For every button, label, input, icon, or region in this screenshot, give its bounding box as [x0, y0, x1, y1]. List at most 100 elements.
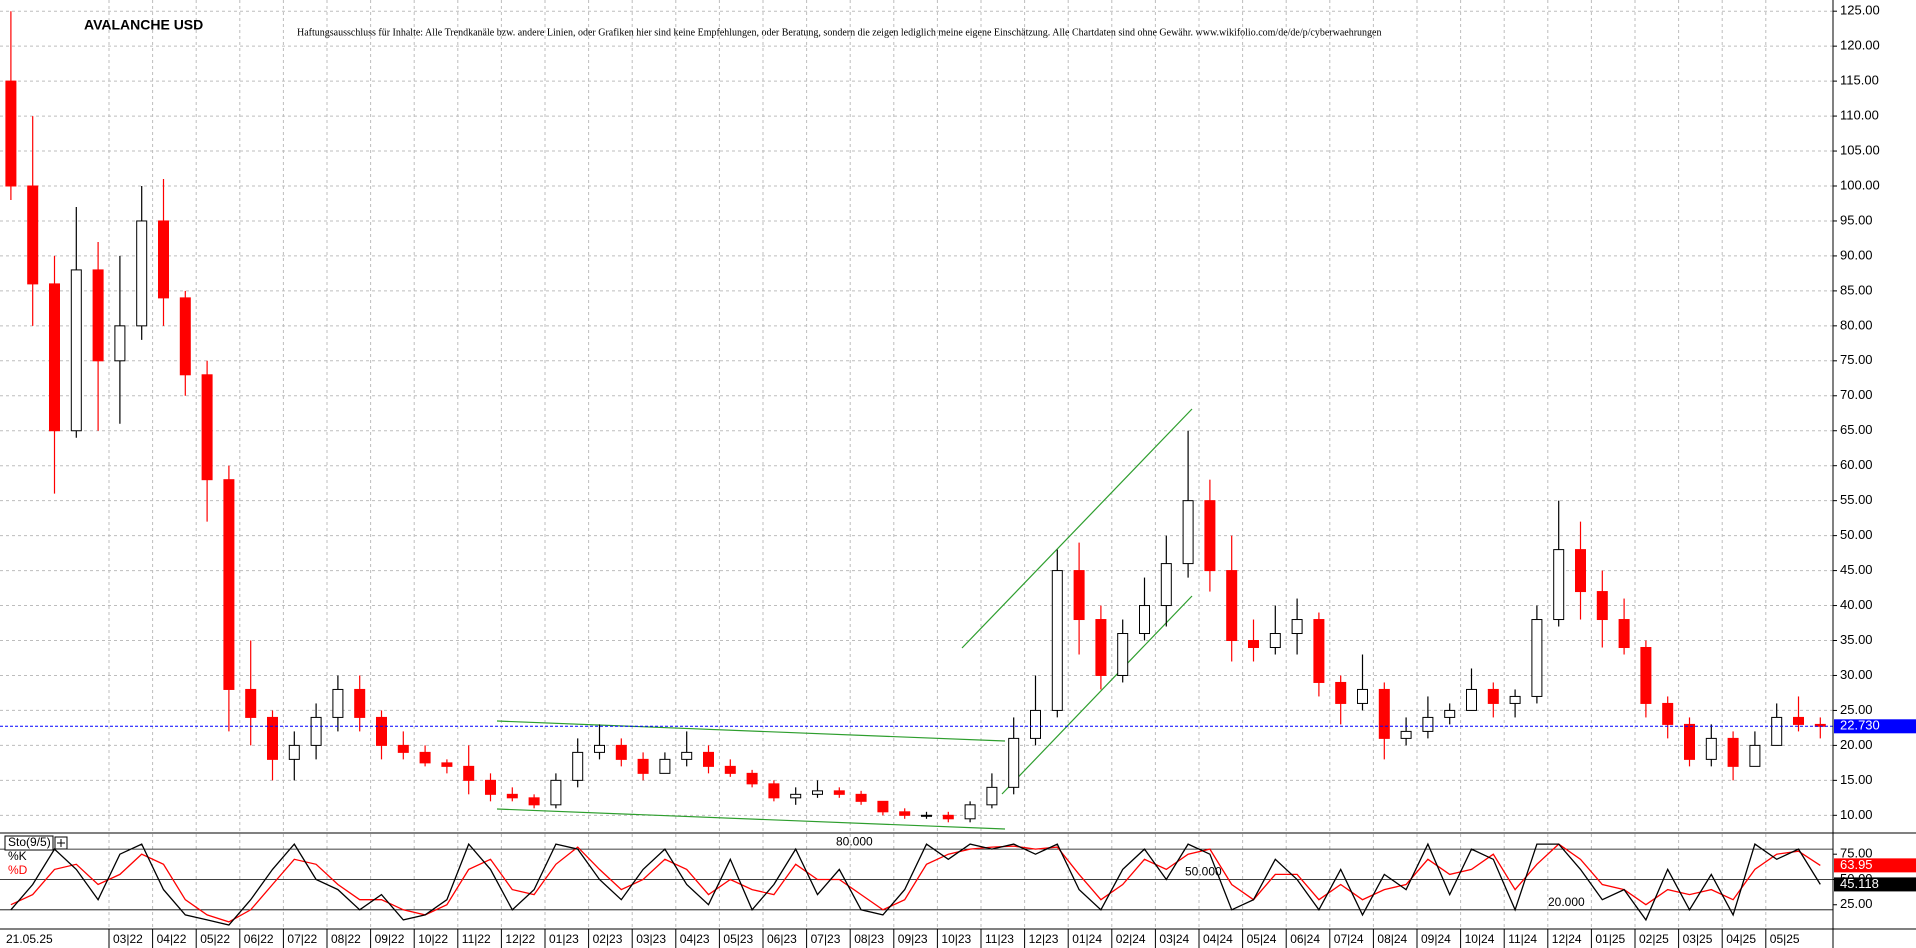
y-tick-label: 95.00 [1840, 212, 1873, 227]
level-label: 20.000 [1548, 895, 1585, 909]
indicator-box[interactable] [4, 835, 54, 851]
y-tick-label: 115.00 [1840, 73, 1879, 88]
candle-body [1117, 633, 1129, 676]
x-tick-label: 03|25 [1683, 932, 1713, 946]
candle-body [572, 751, 584, 781]
indicator-label: Sto(9/5) [8, 835, 51, 849]
candle-body [332, 688, 344, 718]
x-tick-label: 01|25 [1595, 932, 1625, 946]
grid [0, 0, 1833, 928]
candle-body [1727, 737, 1739, 767]
marks [0, 11, 1833, 926]
candle-body [223, 479, 235, 690]
y-tick-label: 50.00 [1840, 527, 1873, 542]
candle-body [1793, 716, 1804, 725]
last-value-box [1834, 858, 1916, 873]
x-tick-label: 05|25 [1770, 932, 1800, 946]
candle-body [942, 814, 954, 820]
candle-body [964, 804, 976, 820]
x-tick-label: 09|22 [375, 932, 405, 946]
candle-body [1269, 633, 1281, 648]
candle-body [419, 751, 431, 764]
x-tick-label: 05|22 [200, 932, 230, 946]
candle-body [136, 220, 148, 327]
candle-body [179, 297, 191, 376]
candle-body [594, 744, 605, 753]
candle-body [27, 185, 39, 285]
candle-body [288, 744, 300, 760]
x-tick-label: 06|24 [1290, 932, 1320, 946]
candle-body [376, 716, 387, 746]
last-price-label: 22.730 [1840, 718, 1880, 733]
x-tick-label: 08|23 [854, 932, 884, 946]
candle-body [877, 800, 889, 813]
y-tick-label: 125.00 [1840, 3, 1880, 18]
indicator-line [10, 842, 1821, 926]
candle-body [397, 744, 409, 753]
disclaimer: Haftungsausschluss für Inhalte: Alle Tre… [297, 27, 1382, 38]
y-tick-label: 45.00 [1840, 562, 1873, 577]
candle-body [441, 762, 453, 767]
candle-body [485, 779, 496, 795]
candle-body [506, 793, 518, 799]
candle-body [681, 751, 693, 760]
candle-body [1357, 688, 1368, 704]
candle-body [1008, 737, 1020, 788]
x-tick-label: 06|22 [244, 932, 274, 946]
last-value-box [1834, 877, 1916, 892]
x-tick-label: 02|25 [1639, 932, 1669, 946]
candle-body [746, 772, 758, 785]
candle-body [1422, 716, 1434, 732]
candle-body [1095, 619, 1107, 676]
candle-body [1248, 640, 1259, 648]
x-tick-label: 11|22 [462, 932, 491, 946]
x-tick-label: 04|22 [157, 932, 187, 946]
candle-body [1596, 591, 1608, 621]
y-tick-label: 65.00 [1840, 422, 1873, 437]
candle-body [899, 811, 911, 816]
candle-body [1313, 619, 1325, 683]
candle-body [1160, 563, 1172, 607]
last-price-box [1834, 719, 1916, 734]
candle-body [1771, 716, 1783, 746]
candle-body [1705, 737, 1717, 760]
chart-title: AVALANCHE USD [84, 17, 203, 33]
x-tick-label: 05|24 [1247, 932, 1277, 946]
candle-body [1466, 688, 1477, 711]
candle-body [1335, 681, 1347, 704]
candle-body [5, 80, 17, 187]
x-tick-label: 03|22 [113, 932, 143, 946]
y-tick-label: 90.00 [1840, 247, 1873, 262]
x-tick-label: 08|24 [1377, 932, 1407, 946]
x-tick-label: 04|23 [680, 932, 710, 946]
x-tick-label: 01|23 [549, 932, 579, 946]
candle-body [201, 374, 213, 481]
candle-body [986, 786, 998, 806]
candle-body [1139, 605, 1150, 635]
x-tick-label: 12|22 [505, 932, 535, 946]
x-tick-label: 11|23 [985, 932, 1014, 946]
x-tick-label: 09|23 [898, 932, 928, 946]
candle-body [724, 765, 736, 774]
x-tick-label: 10|23 [941, 932, 971, 946]
candle-body [1618, 619, 1630, 648]
candle-body [812, 790, 823, 795]
plus-icon [57, 839, 65, 847]
date-label: 21.05.25 [6, 932, 53, 946]
candle-body [1051, 570, 1063, 711]
x-tick-label: 02|24 [1116, 932, 1146, 946]
candle-body [158, 220, 169, 299]
candle-body [1444, 709, 1456, 718]
candle-body [1073, 570, 1085, 621]
last-value-label: 45.118 [1840, 876, 1879, 891]
candle-body [703, 751, 714, 767]
candle-body [768, 783, 780, 799]
x-tick-label: 05|23 [723, 932, 753, 946]
last-value-label: 63.95 [1840, 857, 1873, 872]
y-tick-label: 35.00 [1840, 632, 1873, 647]
candle-body [354, 688, 366, 718]
y-tick-label: 100.00 [1840, 177, 1880, 192]
candle-body [49, 283, 60, 432]
candle-body [245, 688, 257, 718]
